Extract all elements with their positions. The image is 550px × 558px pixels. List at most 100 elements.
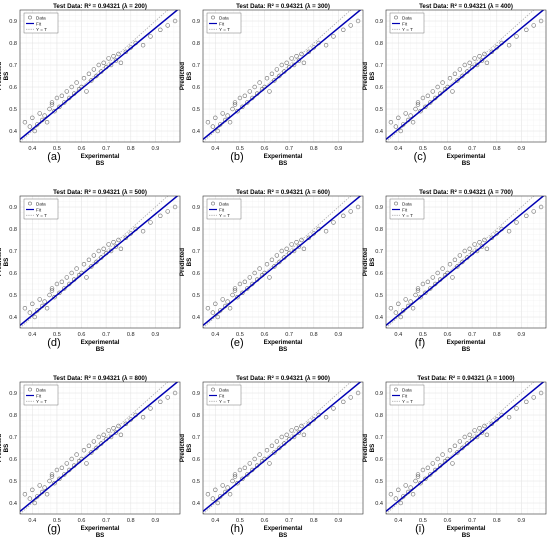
data-point <box>299 51 304 57</box>
data-point <box>140 229 146 234</box>
data-point <box>165 209 170 214</box>
data-point <box>467 246 472 252</box>
data-point <box>123 235 129 241</box>
data-point <box>245 286 250 291</box>
legend-identity-label: Y = T <box>402 213 413 218</box>
data-point <box>274 253 280 258</box>
data-point <box>294 53 299 59</box>
data-point <box>49 100 55 105</box>
data-point <box>111 240 116 245</box>
x-tick-label: 0.9 <box>334 518 342 524</box>
data-point <box>264 262 270 267</box>
data-point <box>113 58 119 63</box>
data-point <box>264 75 270 81</box>
data-point <box>91 67 97 72</box>
data-point <box>331 34 336 39</box>
legend-box <box>23 198 59 220</box>
x-tick-label: 0.9 <box>151 332 159 338</box>
data-point <box>113 430 119 435</box>
data-point <box>91 439 97 444</box>
data-point <box>403 297 408 302</box>
data-point <box>267 89 272 94</box>
x-tick-label: 0.5 <box>419 518 427 524</box>
x-tick-label: 0.9 <box>151 518 159 524</box>
data-point <box>86 443 92 448</box>
data-point <box>479 430 485 435</box>
data-point <box>398 128 403 134</box>
data-point <box>415 288 421 293</box>
data-point <box>403 483 408 488</box>
x-tick-label: 0.6 <box>444 146 452 152</box>
data-point <box>247 461 252 466</box>
y-tick-label: 0.4 <box>9 129 17 135</box>
data-point <box>225 299 230 304</box>
x-tick-label: 0.5 <box>236 332 244 338</box>
y-tick-label: 0.5 <box>192 107 200 113</box>
chart-panel-9: Test Data: R² = 0.94321 (λ = 1000) 0.4 0.5… <box>362 375 547 539</box>
y-tick-label: 0.8 <box>192 227 200 233</box>
data-point <box>59 93 65 99</box>
data-point <box>462 248 467 254</box>
data-point <box>484 246 490 252</box>
data-point <box>27 310 33 315</box>
data-point <box>299 423 304 429</box>
data-point <box>514 34 519 39</box>
x-axis-unit: BS <box>279 346 288 353</box>
data-point <box>84 89 89 94</box>
data-point <box>59 279 65 284</box>
data-point <box>62 100 67 105</box>
data-point <box>74 452 79 457</box>
x-axis-unit: BS <box>279 532 288 539</box>
data-point <box>462 434 467 440</box>
data-point <box>242 465 248 470</box>
legend-identity-label: Y = T <box>36 399 47 404</box>
data-point <box>44 492 50 497</box>
fit-line <box>386 196 545 326</box>
data-point <box>331 220 336 225</box>
data-point <box>452 443 458 448</box>
y-tick-label: 0.9 <box>192 19 200 25</box>
data-point <box>341 27 346 32</box>
data-point <box>306 49 312 54</box>
y-tick-label: 0.6 <box>375 457 383 463</box>
data-point <box>418 295 423 300</box>
data-point <box>57 104 62 110</box>
data-point <box>227 492 233 497</box>
data-point <box>86 257 92 262</box>
data-point <box>210 496 216 501</box>
x-tick-label: 0.8 <box>127 146 135 152</box>
chart-title: Test Data: R² = 0.94321 (λ = 500) <box>53 189 147 196</box>
plot-content <box>20 382 179 514</box>
y-tick-label: 0.4 <box>9 315 17 321</box>
y-tick-label: 0.6 <box>192 457 200 463</box>
x-tick-label: 0.6 <box>261 146 269 152</box>
data-point <box>410 492 416 497</box>
data-point <box>425 279 431 284</box>
data-point <box>62 286 67 291</box>
x-tick-label: 0.7 <box>102 332 110 338</box>
data-point <box>227 119 233 125</box>
x-tick-label: 0.7 <box>102 146 110 152</box>
y-axis-label: Predicted <box>179 62 186 90</box>
data-point <box>118 432 124 437</box>
x-tick-label: 0.7 <box>102 518 110 524</box>
data-point <box>245 100 250 105</box>
data-point <box>30 301 35 306</box>
x-tick-label: 0.4 <box>211 146 219 152</box>
x-axis-unit: BS <box>96 160 105 167</box>
legend-identity-label: Y = T <box>36 27 47 32</box>
legend-data-marker <box>28 201 32 206</box>
y-tick-label: 0.7 <box>375 63 383 69</box>
data-point <box>428 472 433 477</box>
x-tick-label: 0.5 <box>419 146 427 152</box>
y-tick-label: 0.9 <box>9 391 17 397</box>
data-point <box>472 428 477 433</box>
data-point <box>148 34 153 39</box>
data-point <box>30 487 35 492</box>
data-point <box>403 111 408 116</box>
x-tick-label: 0.9 <box>151 146 159 152</box>
data-point <box>274 67 280 72</box>
panel-label: (h) <box>230 523 243 535</box>
